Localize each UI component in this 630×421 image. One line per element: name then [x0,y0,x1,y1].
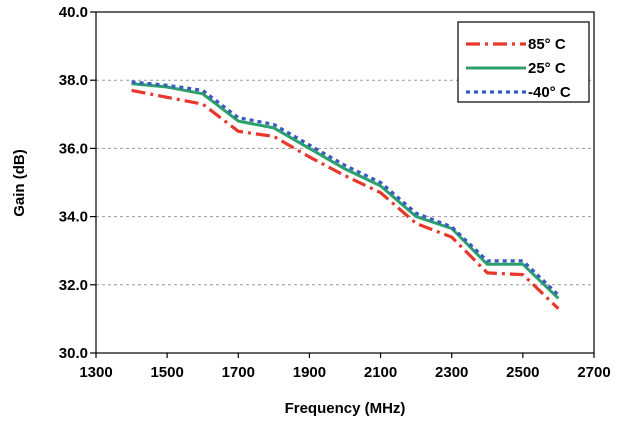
plot-frame [95,11,595,354]
series-line-25c [131,82,560,300]
x-tick-label-6: 2500 [506,364,539,381]
legend-box [457,21,590,103]
x-axis-title: Frequency (MHz) [285,400,406,417]
series-layer [131,80,560,310]
x-tick-label-1: 1500 [150,364,183,381]
y-tick-label-1: 32.0 [59,277,88,294]
legend: 85° C 25° C -40° C [457,21,590,103]
y-tick-label-0: 30.0 [59,345,88,362]
x-tick-label-4: 2100 [364,364,397,381]
x-tick-label-0: 1300 [79,364,112,381]
legend-label-25c: 25° C [528,60,566,77]
tick-layer: 30.0 32.0 34.0 36.0 38.0 40.0 1300 1500 1700 1900… [59,4,611,381]
series-line-40c [131,80,560,297]
legend-label-85c: 85° C [528,36,566,53]
legend-label-minus40c: -40° C [528,84,571,101]
y-tick-label-5: 40.0 [59,4,88,21]
x-tick-label-5: 2300 [435,364,468,381]
y-tick-label-2: 34.0 [59,209,88,226]
y-tick-label-4: 38.0 [59,72,88,89]
y-tick-label-3: 36.0 [59,140,88,157]
y-axis-title: Gain (dB) [11,149,28,217]
x-tick-label-2: 1700 [222,364,255,381]
series-line-85c [131,88,560,310]
x-tick-label-7: 2700 [577,364,610,381]
x-tick-label-3: 1900 [293,364,326,381]
